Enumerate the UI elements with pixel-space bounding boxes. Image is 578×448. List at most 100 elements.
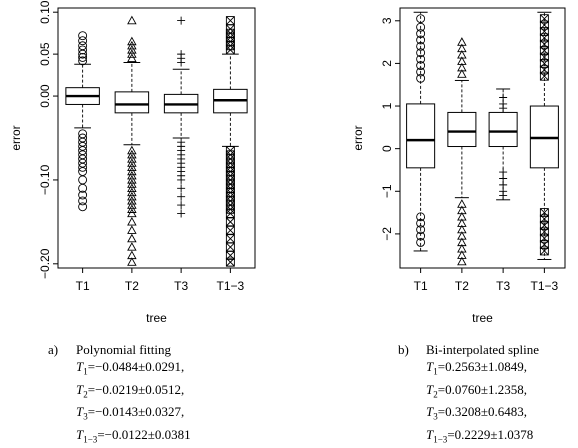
outlier-point <box>127 166 137 176</box>
x-tick-label: T1 <box>76 279 90 293</box>
stat-subscript: 2 <box>433 389 438 400</box>
stat-value: =−0.0143±0.0327, <box>87 404 185 420</box>
caption-title-row: b) Bi-interpolated spline <box>398 341 539 358</box>
iqr-box <box>447 111 477 148</box>
stat-value: =0.2563±1.0849, <box>437 359 527 374</box>
outlier-point <box>78 202 88 212</box>
box-t1 <box>65 31 100 212</box>
outlier-point <box>78 56 88 66</box>
outlier-point <box>416 73 426 83</box>
outlier-point <box>416 237 426 247</box>
chart-panel-1: 0.10 0.05 0.00 −0.10 −0.20 error T1 T2 T3 T1−3 tre… <box>9 0 256 325</box>
caption-stat-line: T1=−0.0484±0.0291, <box>48 358 191 381</box>
outlier-point <box>177 209 186 218</box>
x-tick-label: T1−3 <box>531 279 559 293</box>
outlier-point <box>127 187 137 197</box>
outlier-point <box>416 231 426 241</box>
outlier-point <box>416 67 426 77</box>
y-tick-label: 2 <box>380 60 394 67</box>
stat-value: =0.0760±1.2358, <box>437 381 527 397</box>
outlier-point <box>225 225 235 235</box>
caption-stat-line: T2=0.0760±1.2358, <box>398 381 539 404</box>
y-tick-label: 0.10 <box>38 0 52 24</box>
outlier-point <box>127 204 137 213</box>
x-axis-label: tree <box>146 311 167 325</box>
outlier-point <box>127 145 137 155</box>
iqr-box <box>406 103 436 169</box>
x-tick-label: T2 <box>125 279 139 293</box>
y-tick-label: −2 <box>380 227 394 241</box>
box-t2 <box>447 37 477 266</box>
x-axis-label: tree <box>472 311 493 325</box>
outlier-point <box>127 15 137 25</box>
stat-subscript: 2 <box>83 389 88 400</box>
outlier-point <box>416 218 426 228</box>
outlier-point <box>127 162 137 172</box>
outlier-point <box>127 49 137 58</box>
caption-stat-line: T3=−0.0143±0.0327, <box>48 403 191 426</box>
plot-frame <box>57 7 256 269</box>
chart-panel-2: 3 2 1 0 −1 −2 error T1 T2 T3 T1−3 tree <box>351 7 566 325</box>
outlier-point <box>127 149 137 159</box>
outlier-point <box>127 179 137 188</box>
x-tick-label: T2 <box>455 279 469 293</box>
caption-stat-line: T1−3=0.2229±1.0378 <box>398 426 539 448</box>
caption-stat-line: T3=0.3208±0.6483, <box>398 403 539 426</box>
outlier-point <box>127 191 137 201</box>
y-tick-label: 0.00 <box>38 84 52 108</box>
caption-stat-line: T1−3=−0.0122±0.0381 <box>48 426 191 448</box>
x-tick-label: T1−3 <box>217 279 245 293</box>
iqr-box <box>114 91 150 114</box>
outlier-point <box>457 256 467 266</box>
stat-subscript: 3 <box>433 411 438 422</box>
outlier-point <box>225 242 235 252</box>
outlier-point <box>499 104 508 113</box>
outlier-point <box>127 158 137 167</box>
plot-frame <box>399 7 566 269</box>
outlier-point <box>127 175 137 184</box>
y-tick-label: −1 <box>380 184 394 198</box>
figure-canvas: 0.10 0.05 0.00 −0.10 −0.20 error T1 T2 T3 T1−3 tre… <box>9 0 566 325</box>
stat-value: =−0.0122±0.0381 <box>97 426 191 442</box>
caption-title: Polynomial fitting <box>76 342 171 357</box>
caption-letter: a) <box>48 342 59 357</box>
y-tick-label: 0.05 <box>38 42 52 66</box>
outlier-point <box>127 225 137 234</box>
outlier-point <box>78 190 88 200</box>
stat-symbol: T <box>76 404 84 420</box>
caption-letter: b) <box>398 342 409 357</box>
x-tick-label: T3 <box>496 279 510 293</box>
outlier-point <box>225 257 235 267</box>
outlier-point <box>416 212 426 222</box>
outlier-point <box>416 35 426 45</box>
outlier-point <box>127 53 137 62</box>
outlier-point <box>416 48 426 58</box>
outlier-point <box>127 233 137 243</box>
outlier-point <box>127 216 137 226</box>
outlier-point <box>127 36 137 46</box>
stat-symbol: T <box>426 359 434 374</box>
box-t1-3 <box>213 16 248 267</box>
outlier-point <box>127 242 137 251</box>
outlier-point <box>539 71 549 81</box>
y-axis-label: error <box>9 125 23 150</box>
stat-value: =0.3208±0.6483, <box>437 404 527 420</box>
outlier-point <box>225 45 235 55</box>
caption-stat-line: T1=0.2563±1.0849, <box>398 358 539 381</box>
caption-title-row: a) Polynomial fitting <box>48 341 191 358</box>
outlier-point <box>177 192 186 201</box>
outlier-point <box>78 31 88 41</box>
outlier-point <box>225 234 235 244</box>
outlier-point <box>177 201 186 210</box>
stat-symbol: T <box>76 359 84 374</box>
stat-value: =−0.0219±0.0512, <box>87 381 185 397</box>
stat-symbol: T <box>426 381 434 397</box>
x-tick-label: T3 <box>174 279 188 293</box>
stat-subscript: 1 <box>433 366 438 377</box>
outlier-point <box>78 196 88 206</box>
iqr-box <box>488 111 518 148</box>
y-tick-label: 3 <box>380 17 394 24</box>
box-t3 <box>163 16 199 218</box>
outlier-point <box>78 183 88 193</box>
outlier-point <box>177 175 186 184</box>
